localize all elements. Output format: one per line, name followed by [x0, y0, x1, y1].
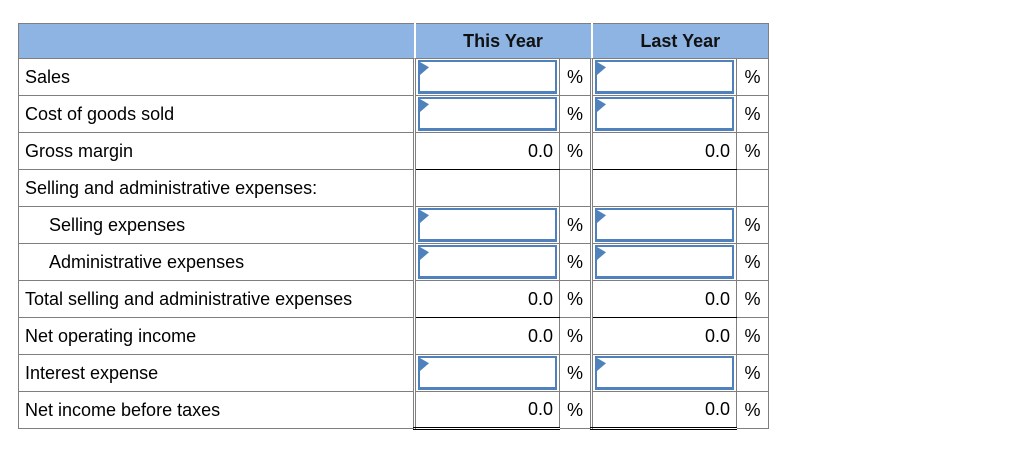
- gross-margin-this-year-value: 0.0: [413, 132, 560, 170]
- table-row-gross-margin: Gross margin 0.0 % 0.0 %: [18, 132, 770, 170]
- header-this-year: This Year: [413, 23, 592, 59]
- row-label-gross-margin: Gross margin: [18, 132, 415, 170]
- percent-sign: %: [735, 206, 770, 244]
- percent-sign: %: [735, 317, 770, 355]
- administrative-expenses-this-year-cell: [413, 243, 560, 281]
- administrative-expenses-last-year-input[interactable]: [595, 245, 734, 279]
- total-sga-last-year-value: 0.0: [590, 280, 737, 318]
- selling-expenses-this-year-input[interactable]: [418, 208, 557, 242]
- cogs-last-year-cell: [590, 95, 737, 133]
- percent-sign: %: [735, 280, 770, 318]
- row-label-net-income-before-taxes: Net income before taxes: [18, 391, 415, 429]
- administrative-expenses-this-year-input[interactable]: [418, 245, 557, 279]
- sga-section-this-year-value: [413, 169, 560, 207]
- selling-expenses-last-year-input[interactable]: [595, 208, 734, 242]
- interest-expense-this-year-input[interactable]: [418, 356, 557, 390]
- table-row-interest-expense: Interest expense % %: [18, 354, 770, 392]
- percent-sign: %: [735, 391, 770, 429]
- row-label-interest-expense: Interest expense: [18, 354, 415, 392]
- table-row-net-income-before-taxes: Net income before taxes 0.0 % 0.0 %: [18, 391, 770, 430]
- table-row-cogs: Cost of goods sold % %: [18, 95, 770, 133]
- administrative-expenses-last-year-cell: [590, 243, 737, 281]
- interest-expense-last-year-input[interactable]: [595, 356, 734, 390]
- gross-margin-last-year-value: 0.0: [590, 132, 737, 170]
- net-income-before-taxes-last-year-value: 0.0: [590, 391, 737, 430]
- table-row-net-operating-income: Net operating income 0.0 % 0.0 %: [18, 317, 770, 355]
- row-label-net-operating-income: Net operating income: [18, 317, 415, 355]
- sga-section-last-year-value: [590, 169, 737, 207]
- total-sga-this-year-value: 0.0: [413, 280, 560, 318]
- interest-expense-this-year-cell: [413, 354, 560, 392]
- income-statement-table: This Year Last Year Sales % % Cost of go…: [18, 23, 770, 430]
- net-operating-income-last-year-value: 0.0: [590, 317, 737, 355]
- net-income-before-taxes-this-year-value: 0.0: [413, 391, 560, 430]
- row-label-sga-section: Selling and administrative expenses:: [18, 169, 415, 207]
- percent-sign: %: [735, 132, 770, 170]
- percent-sign: %: [559, 132, 592, 170]
- table-row-selling-expenses: Selling expenses % %: [18, 206, 770, 244]
- percent-sign: %: [735, 354, 770, 392]
- row-label-cogs: Cost of goods sold: [18, 95, 415, 133]
- table-row-sales: Sales % %: [18, 58, 770, 96]
- sales-this-year-input[interactable]: [418, 60, 557, 94]
- percent-sign: %: [559, 354, 592, 392]
- cogs-this-year-cell: [413, 95, 560, 133]
- empty-percent-cell: [735, 169, 770, 207]
- sales-this-year-cell: [413, 58, 560, 96]
- table-row-total-sga: Total selling and administrative expense…: [18, 280, 770, 318]
- percent-sign: %: [559, 95, 592, 133]
- table-row-administrative-expenses: Administrative expenses % %: [18, 243, 770, 281]
- percent-sign: %: [735, 58, 770, 96]
- percent-sign: %: [559, 243, 592, 281]
- worksheet: This Year Last Year Sales % % Cost of go…: [18, 23, 770, 430]
- selling-expenses-last-year-cell: [590, 206, 737, 244]
- interest-expense-last-year-cell: [590, 354, 737, 392]
- selling-expenses-this-year-cell: [413, 206, 560, 244]
- table-row-sga-section: Selling and administrative expenses:: [18, 169, 770, 207]
- empty-percent-cell: [559, 169, 592, 207]
- header-label-cell: [18, 23, 415, 59]
- header-last-year: Last Year: [590, 23, 770, 59]
- row-label-sales: Sales: [18, 58, 415, 96]
- percent-sign: %: [559, 206, 592, 244]
- sales-last-year-cell: [590, 58, 737, 96]
- row-label-selling-expenses: Selling expenses: [18, 206, 415, 244]
- percent-sign: %: [559, 391, 592, 429]
- cogs-this-year-input[interactable]: [418, 97, 557, 131]
- percent-sign: %: [735, 95, 770, 133]
- net-operating-income-this-year-value: 0.0: [413, 317, 560, 355]
- row-label-total-sga: Total selling and administrative expense…: [18, 280, 415, 318]
- percent-sign: %: [559, 58, 592, 96]
- percent-sign: %: [559, 317, 592, 355]
- row-label-administrative-expenses: Administrative expenses: [18, 243, 415, 281]
- header-row: This Year Last Year: [18, 23, 770, 59]
- percent-sign: %: [735, 243, 770, 281]
- sales-last-year-input[interactable]: [595, 60, 734, 94]
- percent-sign: %: [559, 280, 592, 318]
- cogs-last-year-input[interactable]: [595, 97, 734, 131]
